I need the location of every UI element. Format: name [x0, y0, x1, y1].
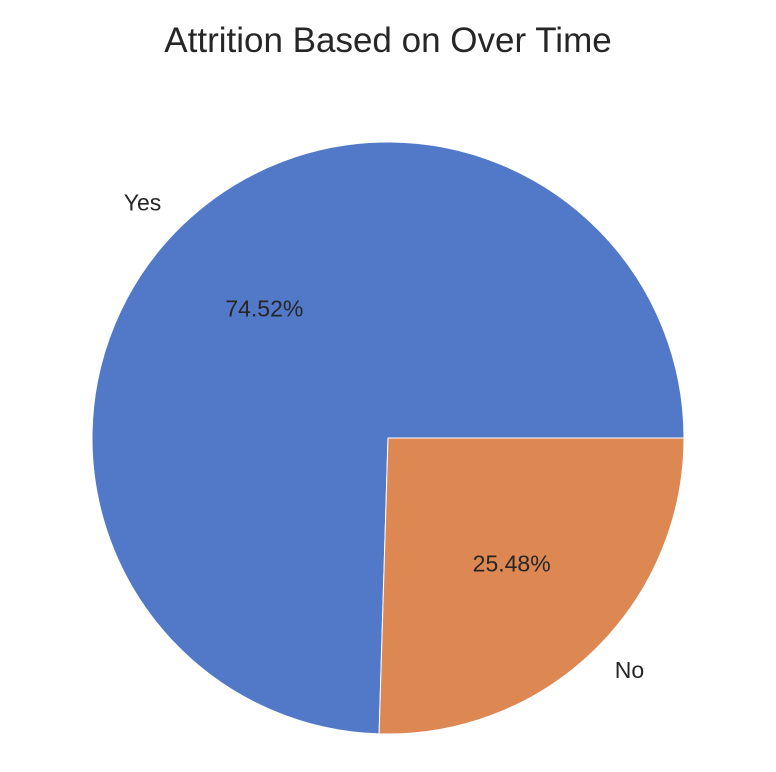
slice-label-yes: Yes — [124, 189, 162, 215]
pie-slices — [91, 141, 685, 735]
pie-slice-no — [378, 437, 685, 735]
pie-labels: Yes 74.52% No 25.48% — [124, 189, 644, 682]
slice-percent-no: 25.48% — [473, 551, 551, 577]
slice-label-no: No — [615, 657, 644, 683]
chart-title: Attrition Based on Over Time — [164, 21, 611, 60]
slice-percent-yes: 74.52% — [225, 296, 303, 322]
